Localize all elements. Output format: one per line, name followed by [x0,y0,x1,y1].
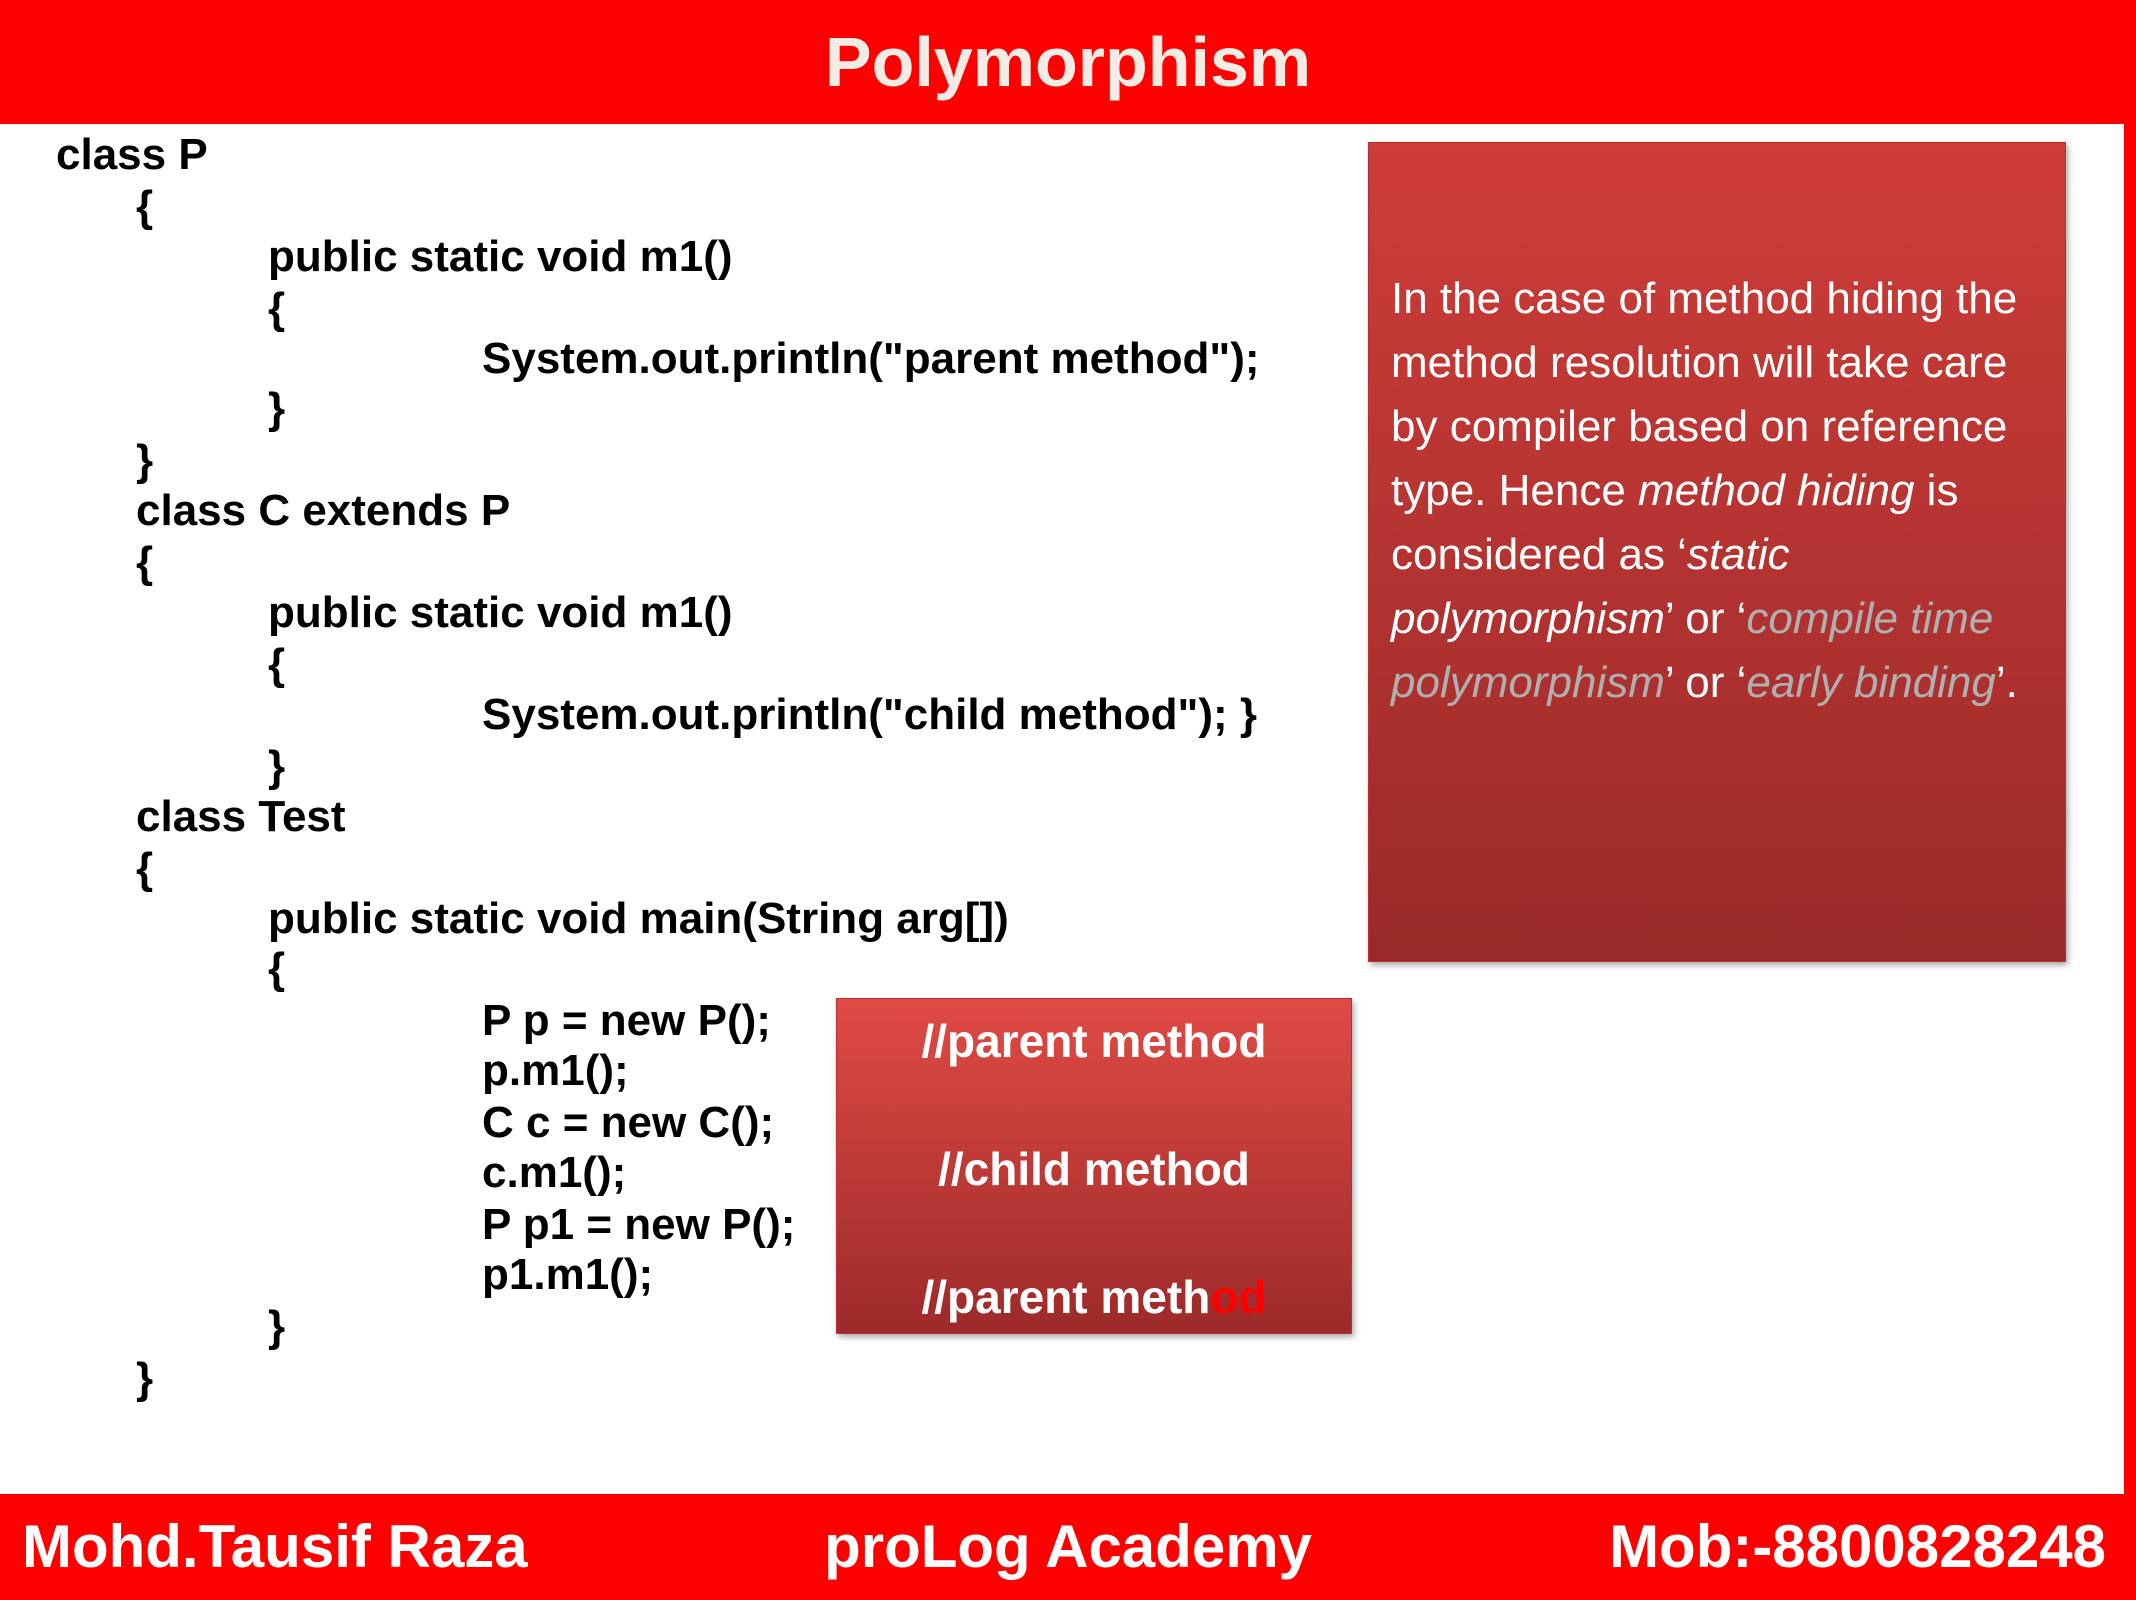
code-line: } [268,1302,286,1351]
author-name: Mohd.Tausif Raza [22,1513,528,1580]
output-line: //parent method [921,1015,1267,1067]
right-border [2124,124,2136,1494]
code-line: System.out.println("child method"); } [482,690,1258,739]
code-line: p1.m1(); [482,1250,654,1299]
explanation-part: ’ or ‘ [1664,594,1747,643]
emphasis-term: method hiding [1638,466,1915,515]
emphasis-term: compile time polymorphism [1391,594,1994,707]
output-text-tail: od [1210,1271,1267,1323]
code-line: { [136,844,154,893]
explanation-part: ’ or ‘ [1664,658,1747,707]
emphasis-term: static polymorphism [1391,530,1790,643]
code-line: public static void m1() [268,588,733,637]
output-line: //parent method [837,1269,1351,1325]
code-line: } [136,436,154,485]
code-line: { [268,944,286,993]
code-line: } [136,1354,154,1403]
code-line: } [268,742,286,791]
code-line: class Test [136,792,346,841]
footer-banner: Mohd.Tausif Raza proLog Academy Mob:-880… [0,1494,2136,1600]
code-line: P p = new P(); [482,996,771,1045]
code-line: class C extends P [136,486,511,535]
code-line: { [136,182,154,231]
code-line: System.out.println("parent method"); [482,334,1260,383]
code-line: C c = new C(); [482,1098,775,1147]
explanation-part: is considered as ‘ [1391,466,1959,579]
code-line: p.m1(); [482,1046,629,1095]
emphasis-term: early binding [1746,658,1996,707]
code-line: P p1 = new P(); [482,1200,796,1249]
code-line: { [268,640,286,689]
output-line: //child method [938,1143,1250,1195]
explanation-text: In the case of method hiding the method … [1391,267,2051,715]
title-banner: Polymorphism [0,0,2136,124]
explanation-box: In the case of method hiding the method … [1368,142,2066,962]
mobile-number: Mob:-8800828248 [1609,1513,2106,1580]
code-line: { [268,284,286,333]
code-line: class P [56,130,208,179]
output-text: //parent meth [921,1271,1211,1323]
explanation-part: In the case of method hiding the method … [1391,274,2018,515]
code-line: public static void main(String arg[]) [268,894,1009,943]
slide-title: Polymorphism [824,23,1312,101]
output-box: //parent method //child method //parent … [836,998,1352,1334]
explanation-part: ’. [1995,658,2018,707]
code-line: { [136,538,154,587]
code-line: } [268,384,286,433]
code-line: c.m1(); [482,1148,627,1197]
code-line: public static void m1() [268,232,733,281]
academy-name: proLog Academy [824,1513,1312,1580]
